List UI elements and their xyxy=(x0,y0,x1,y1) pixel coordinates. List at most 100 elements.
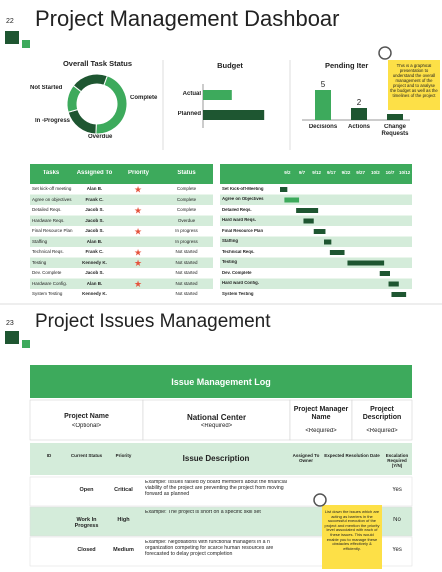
task-cell: Agree on objectives xyxy=(32,196,72,202)
gantt-task: Hard ward Config. xyxy=(222,281,260,285)
sticky-note xyxy=(322,505,382,569)
field-cell xyxy=(142,399,291,441)
field-name: Project Description xyxy=(362,406,402,422)
assigned-cell: Jacob S. xyxy=(85,207,104,212)
assigned-cell: Jacob S. xyxy=(85,270,104,275)
gantt-bar xyxy=(280,187,288,192)
bar-label: Decisions xyxy=(308,124,338,130)
gantt-task: Detailed Reqs. xyxy=(222,207,252,212)
priority-star: ★ xyxy=(134,258,142,268)
status-cell: In progress xyxy=(175,238,198,244)
bar xyxy=(351,108,367,120)
slide-number: 23 xyxy=(6,320,14,327)
status-cell: Overdue xyxy=(177,217,196,223)
column-header-cell: Issue Description xyxy=(182,454,250,463)
priority-cell: Critical xyxy=(114,487,133,493)
field-hint: <Optional> xyxy=(71,423,102,429)
priority-star: ★ xyxy=(134,248,142,258)
gantt-header xyxy=(220,164,412,184)
value-label: 5 xyxy=(320,80,326,89)
field-cell xyxy=(351,399,413,441)
status-cell: Open xyxy=(79,487,94,493)
field-hint: <Required> xyxy=(200,423,233,429)
field-cell xyxy=(289,399,353,441)
gantt-date: 10/12 xyxy=(399,170,411,175)
row-bg xyxy=(30,257,213,268)
donut-label: Complete xyxy=(130,95,158,101)
gantt-bar xyxy=(347,260,385,266)
row-bg xyxy=(30,236,213,247)
icon-square xyxy=(22,40,30,48)
assigned-cell: Kennedy K. xyxy=(82,291,107,296)
description-cell: Example: Negotiations with functional ma… xyxy=(145,540,274,557)
status-cell: Work In Progress xyxy=(74,517,99,530)
gantt-bar xyxy=(296,208,319,213)
task-cell: Testing xyxy=(32,259,47,265)
assigned-cell: Frank C. xyxy=(85,196,104,202)
gantt-task: Technical Reqs. xyxy=(222,249,255,254)
column-header-cell: ID xyxy=(46,453,52,458)
priority-star: ★ xyxy=(134,227,142,237)
assigned-cell: Jacob S. xyxy=(85,228,104,233)
gantt-bar xyxy=(303,218,314,224)
slide-title: Project Management Dashboar xyxy=(35,6,340,31)
donut-segment xyxy=(72,73,108,93)
priority-star: ★ xyxy=(134,185,142,195)
status-cell: Complete xyxy=(176,196,197,202)
gantt-date: 9/27 xyxy=(356,170,366,175)
priority-cell: High xyxy=(117,517,130,523)
assigned-cell: Frank C. xyxy=(85,249,104,254)
priority-star: ★ xyxy=(134,206,142,216)
row-bg xyxy=(30,278,213,289)
table-header-cell: Status xyxy=(177,170,196,176)
field-name: Project Manager Name xyxy=(293,406,349,422)
gantt-task: Set Kick-off-Meeting xyxy=(222,186,264,191)
icon-square xyxy=(5,331,19,344)
pin xyxy=(378,46,392,60)
column-header-cell: Priority xyxy=(115,453,132,458)
task-cell: Staffing xyxy=(32,238,48,244)
gantt-date: 9/2 xyxy=(284,170,291,175)
gantt-task: System Testing xyxy=(222,291,254,296)
gantt-task: Hard ward Reqs. xyxy=(222,218,256,222)
gantt-bar xyxy=(391,292,407,297)
gantt-task: Staffing xyxy=(222,239,238,243)
status-cell: Not started xyxy=(175,270,198,275)
priority-star: ★ xyxy=(134,279,142,289)
pin xyxy=(313,493,327,507)
chart-title: Pending Iter xyxy=(325,62,369,70)
gantt-date: 9/17 xyxy=(326,170,336,175)
task-cell: Hardware Config. xyxy=(32,280,68,286)
status-cell: Closed xyxy=(77,547,96,553)
gantt-bar xyxy=(324,239,332,245)
table-header-cell: Tasks xyxy=(42,170,60,176)
row-bg xyxy=(30,194,213,205)
status-cell: Not started xyxy=(175,291,198,296)
assigned-cell: Alan B. xyxy=(86,186,103,191)
assigned-cell: Alan B. xyxy=(86,238,103,244)
slide-number: 22 xyxy=(6,18,14,25)
task-cell: Technical Reqs. xyxy=(32,249,64,254)
row-bg xyxy=(220,215,412,226)
gantt-date: 10/2 xyxy=(370,170,380,175)
field-hint: <Required> xyxy=(305,428,337,434)
slide-title: Project Issues Management xyxy=(35,311,271,332)
row-bg xyxy=(220,278,412,289)
bar xyxy=(203,110,265,120)
column-header-cell: Escalation Required (Y/N) xyxy=(385,453,409,469)
field-hint: <Required> xyxy=(366,428,398,434)
table-header-cell: Assigned To xyxy=(76,170,113,176)
gantt-task: Final Resource Plan xyxy=(222,228,264,233)
donut-label: Not Started xyxy=(30,85,63,91)
gantt-task: Dev. Complete xyxy=(222,270,252,275)
column-header xyxy=(30,443,412,475)
bar-label: Change Requests xyxy=(381,124,409,137)
assigned-cell: Kennedy K. xyxy=(82,259,107,265)
table-header xyxy=(30,164,213,184)
note-text: This is a graphical presentation to unde… xyxy=(390,64,438,98)
gantt-bar xyxy=(313,229,326,234)
task-cell: Set kick-off meeting xyxy=(32,186,72,191)
bar-label: Actions xyxy=(347,124,370,130)
bar xyxy=(387,114,403,120)
